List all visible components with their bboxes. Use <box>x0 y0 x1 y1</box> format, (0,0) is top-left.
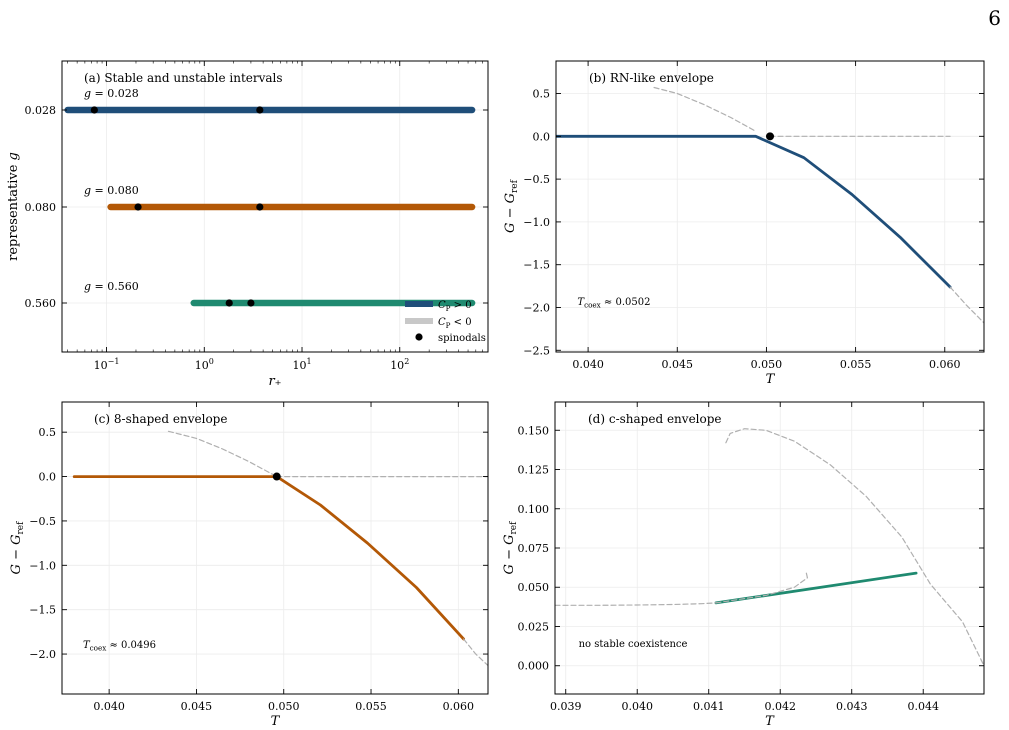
series-group <box>556 86 984 324</box>
y-axis-label: G − Gref <box>9 521 26 575</box>
unstable-branch-line <box>167 430 278 478</box>
x-tick-label: 0.040 <box>93 700 125 713</box>
y-tick-label: 0.125 <box>518 464 550 477</box>
y-tick-label: −1.0 <box>29 559 56 572</box>
y-tick-label: 0.000 <box>518 660 550 673</box>
x-axis-label: T <box>271 714 281 729</box>
x-tick-label: 0.042 <box>764 700 796 713</box>
plot-frame <box>61 401 489 695</box>
y-tick-label: 0.0 <box>39 471 57 484</box>
panel-title: (d) c-shaped envelope <box>588 412 722 426</box>
y-axis-label: G − Gref <box>502 521 519 575</box>
unstable-branch-line <box>949 286 984 324</box>
unstable-branch-line <box>463 638 488 667</box>
y-tick-label: −1.5 <box>29 604 56 617</box>
x-tick-label: 0.040 <box>621 700 653 713</box>
x-axis-label: r₊ <box>268 374 281 389</box>
x-tick-label: 0.060 <box>929 358 961 371</box>
x-tick-label: 0.055 <box>355 700 387 713</box>
spinodal-point <box>134 203 142 211</box>
x-tick-label: 0.055 <box>840 358 872 371</box>
legend-label: CP > 0 <box>438 300 472 313</box>
legend-swatch <box>415 333 423 341</box>
stable-envelope-line <box>714 571 918 605</box>
plot-frame <box>61 60 489 353</box>
y-axis-label: G − Gref <box>503 179 520 233</box>
panel-title: (b) RN-like envelope <box>589 71 714 85</box>
plot-frame <box>555 60 985 353</box>
x-tick-label: 0.045 <box>662 358 694 371</box>
y-tick-label: 0.050 <box>518 581 550 594</box>
x-tick-label: 102 <box>390 357 409 372</box>
row-label: g = 0.560 <box>84 280 139 293</box>
y-tick-label: −2.5 <box>523 344 550 357</box>
y-tick-label: −0.5 <box>523 173 550 186</box>
series-group <box>555 428 984 667</box>
annotation-text: Tcoex ≈ 0.0496 <box>83 640 156 653</box>
x-tick-label: 0.041 <box>693 700 725 713</box>
coexistence-point <box>272 472 281 481</box>
y-tick-label: 0.0 <box>533 130 551 143</box>
spinodal-point <box>247 299 255 307</box>
x-tick-label: 0.044 <box>907 700 939 713</box>
y-tick-label: 0.100 <box>518 503 550 516</box>
spinodal-point <box>256 106 264 114</box>
page-number: 6 <box>988 6 1001 30</box>
stable-envelope-line <box>72 475 466 641</box>
coexistence-point <box>766 132 774 141</box>
panel-b: 0.040 0.045 0.050 0.055 0.060 0.5 0.0 −0.5 −1.0 −… <box>503 60 985 387</box>
y-tick-label: 0.025 <box>518 620 550 633</box>
y-tick-label: −1.0 <box>523 216 550 229</box>
legend-label: spinodals <box>438 333 486 344</box>
y-axis-label: representative g <box>6 152 21 261</box>
y-tick-label: −0.5 <box>29 515 56 528</box>
y-tick-label: 0.5 <box>39 426 57 439</box>
unstable-branch-line <box>653 86 757 132</box>
spinodal-point <box>90 106 98 114</box>
plot-frame <box>554 401 985 695</box>
annotation-text: Tcoex ≈ 0.0502 <box>577 297 650 310</box>
x-tick-label: 0.043 <box>836 700 868 713</box>
panel-title: (c) 8-shaped envelope <box>94 412 227 426</box>
row-label: g = 0.080 <box>84 184 139 197</box>
annotation-text: no stable coexistence <box>579 639 688 650</box>
panel-c: 0.040 0.045 0.050 0.055 0.060 0.5 0.0 −0.5 −1.0 −… <box>9 401 489 729</box>
y-tick-label: 0.080 <box>25 201 57 214</box>
stable-envelope-line <box>556 134 952 289</box>
row-label: g = 0.028 <box>84 87 139 100</box>
x-tick-label: 0.045 <box>181 700 213 713</box>
series-group <box>72 430 488 667</box>
x-tick-label: 0.039 <box>550 700 582 713</box>
x-tick-label: 100 <box>195 357 214 372</box>
y-tick-label: 0.5 <box>533 88 551 101</box>
y-tick-label: −2.0 <box>523 301 550 314</box>
spinodal-point <box>225 299 233 307</box>
legend-label: CP < 0 <box>438 317 472 330</box>
unstable-branch-line <box>725 428 984 667</box>
legend: CP > 0 CP < 0 spinodals <box>405 300 486 344</box>
x-axis-label: T <box>765 714 775 729</box>
x-tick-label: 10−1 <box>94 357 120 372</box>
panel-title: (a) Stable and unstable intervals <box>84 71 283 85</box>
y-tick-label: 0.075 <box>518 542 550 555</box>
y-tick-label: 0.028 <box>25 104 57 117</box>
panel-d: 0.039 0.040 0.041 0.042 0.043 0.044 0.000 0.025… <box>502 401 985 729</box>
x-tick-label: 101 <box>292 357 311 372</box>
y-tick-label: −1.5 <box>523 259 550 272</box>
x-tick-label: 0.040 <box>572 358 604 371</box>
y-tick-label: 0.150 <box>518 424 550 437</box>
unstable-branch-line <box>715 570 809 604</box>
x-axis-label: T <box>766 372 776 387</box>
x-tick-label: 0.060 <box>443 700 475 713</box>
y-tick-label: −2.0 <box>29 648 56 661</box>
x-tick-label: 0.050 <box>751 358 783 371</box>
panel-a: g = 0.028 0.028 g = 0.080 0.080 g = 0.560 0.5… <box>6 60 489 389</box>
y-tick-label: 0.560 <box>25 297 57 310</box>
unstable-branch-line <box>555 602 717 606</box>
x-tick-label: 0.050 <box>268 700 300 713</box>
spinodal-point <box>256 203 264 211</box>
